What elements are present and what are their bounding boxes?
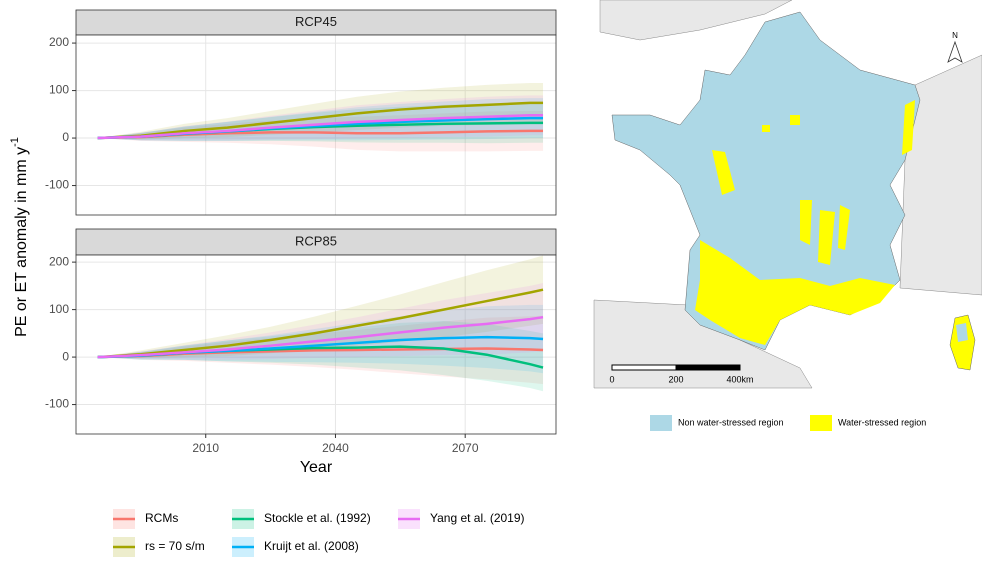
scale-bar — [611, 364, 677, 371]
ribbon — [97, 255, 544, 359]
legend-label: rs = 70 s/m — [145, 539, 205, 553]
panel-border — [75, 34, 557, 216]
facet-title: RCP85 — [295, 233, 337, 248]
scale-label: 200 — [668, 374, 683, 384]
north-label: N — [952, 31, 958, 40]
corsica — [949, 314, 976, 371]
map-legend: Non water-stressed region Water-stressed … — [650, 415, 926, 431]
neighbor-land — [599, 0, 793, 41]
x-axis-label: Year — [300, 459, 333, 476]
map-legend-label: Non water-stressed region — [678, 417, 784, 427]
series-line — [97, 315, 544, 359]
x-tick-label: 2010 — [192, 441, 219, 455]
y-axis-label-text: PE or ET anomaly in mm y — [13, 147, 30, 337]
corsica-non-stressed — [956, 323, 968, 342]
legend-label: RCMs — [145, 511, 178, 525]
y-tick-label: 100 — [49, 83, 69, 97]
y-axis-label: PE or ET anomaly in mm y-1 — [9, 137, 30, 337]
map: N 0 200 400km Non water-stressed region W… — [593, 0, 982, 431]
y-tick-label: 0 — [62, 130, 69, 144]
water-stressed-area — [695, 240, 895, 345]
y-tick-label: 0 — [62, 349, 69, 363]
y-tick-label: 200 — [49, 35, 69, 49]
scale-bar — [675, 364, 741, 371]
series-line — [97, 101, 544, 140]
charts: RCP45 -100 0 100 200 RCP85 -100 0 100 200 2010 2040… — [45, 9, 557, 455]
legend: RCMs rs = 70 s/m Stockle et al. (1992) Krui… — [113, 509, 525, 557]
series-line — [97, 114, 544, 140]
panel-border — [75, 254, 557, 435]
ribbon — [97, 304, 544, 374]
facet-strip — [75, 9, 557, 36]
map-legend-label: Water-stressed region — [838, 417, 926, 427]
y-axis-label-superscript: -1 — [9, 137, 21, 147]
legend-label: Stockle et al. (1992) — [264, 511, 371, 525]
x-tick-label: 2040 — [322, 441, 349, 455]
facet-strip — [75, 228, 557, 256]
map-legend-key — [650, 415, 672, 431]
y-tick-label: -100 — [45, 178, 69, 192]
x-tick-label: 2070 — [452, 441, 479, 455]
series-line — [97, 288, 544, 359]
scale-label: 0 — [609, 374, 614, 384]
ribbon — [97, 82, 544, 140]
y-tick-label: -100 — [45, 397, 69, 411]
map-legend-key — [810, 415, 832, 431]
y-tick-label: 100 — [49, 302, 69, 316]
legend-label: Kruijt et al. (2008) — [264, 539, 359, 553]
scale-label: 400km — [726, 374, 753, 384]
ribbon — [97, 283, 544, 360]
legend-label: Yang et al. (2019) — [430, 511, 525, 525]
north-arrow — [947, 40, 963, 63]
france-non-stressed — [611, 11, 921, 351]
facet-title: RCP45 — [295, 14, 337, 29]
y-tick-label: 200 — [49, 254, 69, 268]
